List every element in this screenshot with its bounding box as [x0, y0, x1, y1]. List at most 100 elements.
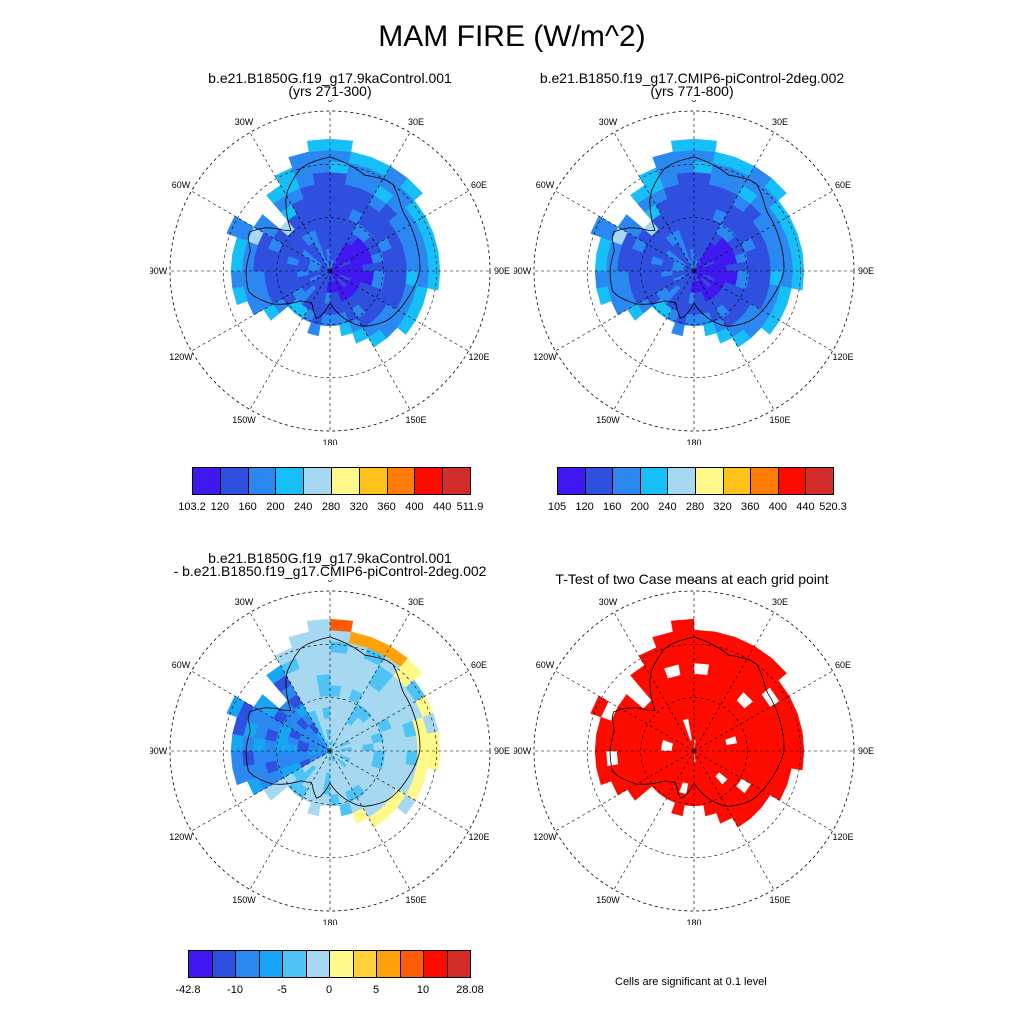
p1-colorbar-tick-label: 200 [266, 501, 285, 513]
p3-lon-label: 90W [150, 746, 168, 756]
p3-colorbar-tick-label: -10 [227, 984, 243, 996]
p2-colorbar-swatch [584, 467, 614, 495]
panel-4-title-line1: T-Test of two Case means at each grid po… [555, 571, 829, 587]
p1-lon-label: 30W [235, 117, 254, 127]
panel-2-title-line1: b.e21.B1850.f19_g17.CMIP6-piControl-2deg… [539, 70, 845, 86]
p2-colorbar-swatch [722, 467, 752, 495]
p1-colorbar-swatch [414, 467, 444, 495]
p3-colorbar-tick-label: 28.08 [456, 984, 484, 996]
p2-colorbar-swatch [612, 467, 641, 495]
p3-colorbar-tick-label: 5 [372, 984, 380, 996]
p1-lon-label: 120E [468, 352, 489, 362]
p1-lon-label: 120W [169, 352, 193, 362]
p1-map-boundary [169, 110, 491, 432]
p1-lon-label: 150W [232, 415, 256, 425]
panel-1-map: 0 30E 60E 90E 120E 150E 180 150W 120W 90W 60W 30W [150, 100, 510, 445]
p4-graticule [534, 591, 854, 911]
p1-colorbar-tick-label: 103.2 [178, 501, 206, 513]
p2-colorbar-tick-label: 400 [768, 501, 787, 513]
p2-colorbar-tick-label: 105 [547, 501, 567, 513]
p4-lon-label: 60E [835, 660, 851, 670]
p2-lon-label: 180 [686, 438, 701, 445]
p3-colorbar-tick-label: -42.8 [175, 984, 201, 996]
p1-colorbar-tick-label: 511.9 [456, 501, 484, 513]
p1-lon-label: 180 [322, 438, 337, 445]
figure-title: MAM FIRE (W/m^2) [378, 20, 646, 53]
p4-lon-label: 120E [832, 832, 853, 842]
p4-lon-label: 30W [599, 597, 618, 607]
p1-colorbar-swatch [303, 467, 332, 495]
p4-lon-label: 150E [769, 895, 790, 905]
p3-colorbar-swatch [235, 950, 260, 978]
significance-note: Cells are significant at 0.1 level [615, 976, 767, 988]
p2-colorbar-swatch [667, 467, 696, 495]
p2-colorbar-tick-label: 160 [603, 501, 622, 513]
p4-lon-label: 90E [858, 746, 874, 756]
p3-lon-label: 120W [169, 832, 193, 842]
panel-2-title: b.e21.B1850.f19_g17.CMIP6-piControl-2deg… [492, 70, 892, 98]
panel-3-map: 0 30E 60E 90E 120E 150E 180 150W 120W 90W 60W 30W [150, 580, 510, 925]
p3-colorbar-swatch [188, 950, 213, 978]
p1-lon-label: 150E [405, 415, 426, 425]
p1-colorbar-swatch [275, 467, 305, 495]
p2-lon-label: 0 [691, 100, 696, 104]
p3-colorbar-swatch [305, 950, 330, 978]
p3-lon-label: 30W [235, 597, 254, 607]
p3-lon-label: 60E [471, 660, 487, 670]
p4-map-boundary [533, 590, 855, 912]
panel-2-colorbar: 105 120 160 200 240 280 320 360 400 440 520.3 [548, 467, 847, 517]
p3-lon-label: 30E [408, 597, 424, 607]
p2-colorbar-tick-label: 240 [658, 501, 677, 513]
p2-lon-label: 30W [599, 117, 618, 127]
p3-lon-label: 180 [322, 918, 337, 925]
p1-lon-label: 60E [471, 180, 487, 190]
p2-lon-label: 150W [596, 415, 620, 425]
p1-colorbar-swatch [442, 467, 471, 495]
panel-3-title-line2: - b.e21.B1850.f19_g17.CMIP6-piControl-2d… [173, 563, 487, 579]
panel-4-map: 0 30E 60E 90E 120E 150E 180 150W 120W 90W 60W 30W [514, 580, 874, 925]
p4-lon-label: 90W [514, 746, 532, 756]
p1-colorbar-swatch [247, 467, 277, 495]
p1-colorbar-tick-label: 240 [294, 501, 313, 513]
p1-colorbar-tick-label: 120 [210, 501, 229, 513]
p3-colorbar-swatch [446, 950, 471, 978]
p4-lon-label: 150W [596, 895, 620, 905]
p1-colorbar-tick-label: 320 [349, 501, 368, 513]
p3-lon-label: 0 [327, 580, 332, 584]
p1-lon-label: 90E [494, 266, 510, 276]
p3-lon-label: 150E [405, 895, 426, 905]
p4-lon-label: 60W [536, 660, 555, 670]
p2-lon-label: 30E [772, 117, 788, 127]
p3-colorbar-tick-label: 0 [325, 984, 333, 996]
p3-colorbar-swatch [423, 950, 448, 978]
p1-colorbar-tick-label: 400 [405, 501, 424, 513]
p1-field-cells [226, 138, 441, 348]
panel-2-map: 0 30E 60E 90E 120E 150E 180 150W 120W 90W 60W 30W [514, 100, 874, 445]
p2-graticule [534, 111, 854, 431]
p2-colorbar-swatch [750, 467, 779, 495]
p2-colorbar-tick-label: 280 [685, 501, 705, 513]
p3-colorbar-tick-label: -5 [277, 984, 287, 996]
p2-lon-label: 120E [832, 352, 853, 362]
p2-lon-label: 60E [835, 180, 851, 190]
p1-lon-label: 30E [408, 117, 424, 127]
p3-lon-label: 150W [232, 895, 256, 905]
p1-lon-label: 0 [327, 100, 332, 104]
p2-map-boundary [533, 110, 855, 432]
p2-lon-label: 60W [536, 180, 555, 190]
p3-colorbar-swatch [399, 950, 424, 978]
p4-lon-label: 30E [772, 597, 788, 607]
p3-colorbar-swatch [329, 950, 354, 978]
panel-1-title-line2: (yrs 271-300) [288, 83, 372, 99]
p1-colorbar-swatch [331, 467, 360, 495]
p4-lon-label: 120W [533, 832, 557, 842]
panel-1-title-line1: b.e21.B1850G.f19_g17.9kaControl.001 [208, 70, 452, 86]
p1-graticule [170, 111, 490, 431]
p1-colorbar-tick-label: 440 [433, 501, 452, 513]
p4-lon-label: 0 [691, 580, 696, 584]
p2-lon-label: 90E [858, 266, 874, 276]
p1-lon-label: 60W [172, 180, 191, 190]
p2-colorbar-tick-label: 360 [741, 501, 760, 513]
p3-colorbar-swatch [282, 950, 307, 978]
p2-colorbar-swatch [805, 467, 834, 495]
